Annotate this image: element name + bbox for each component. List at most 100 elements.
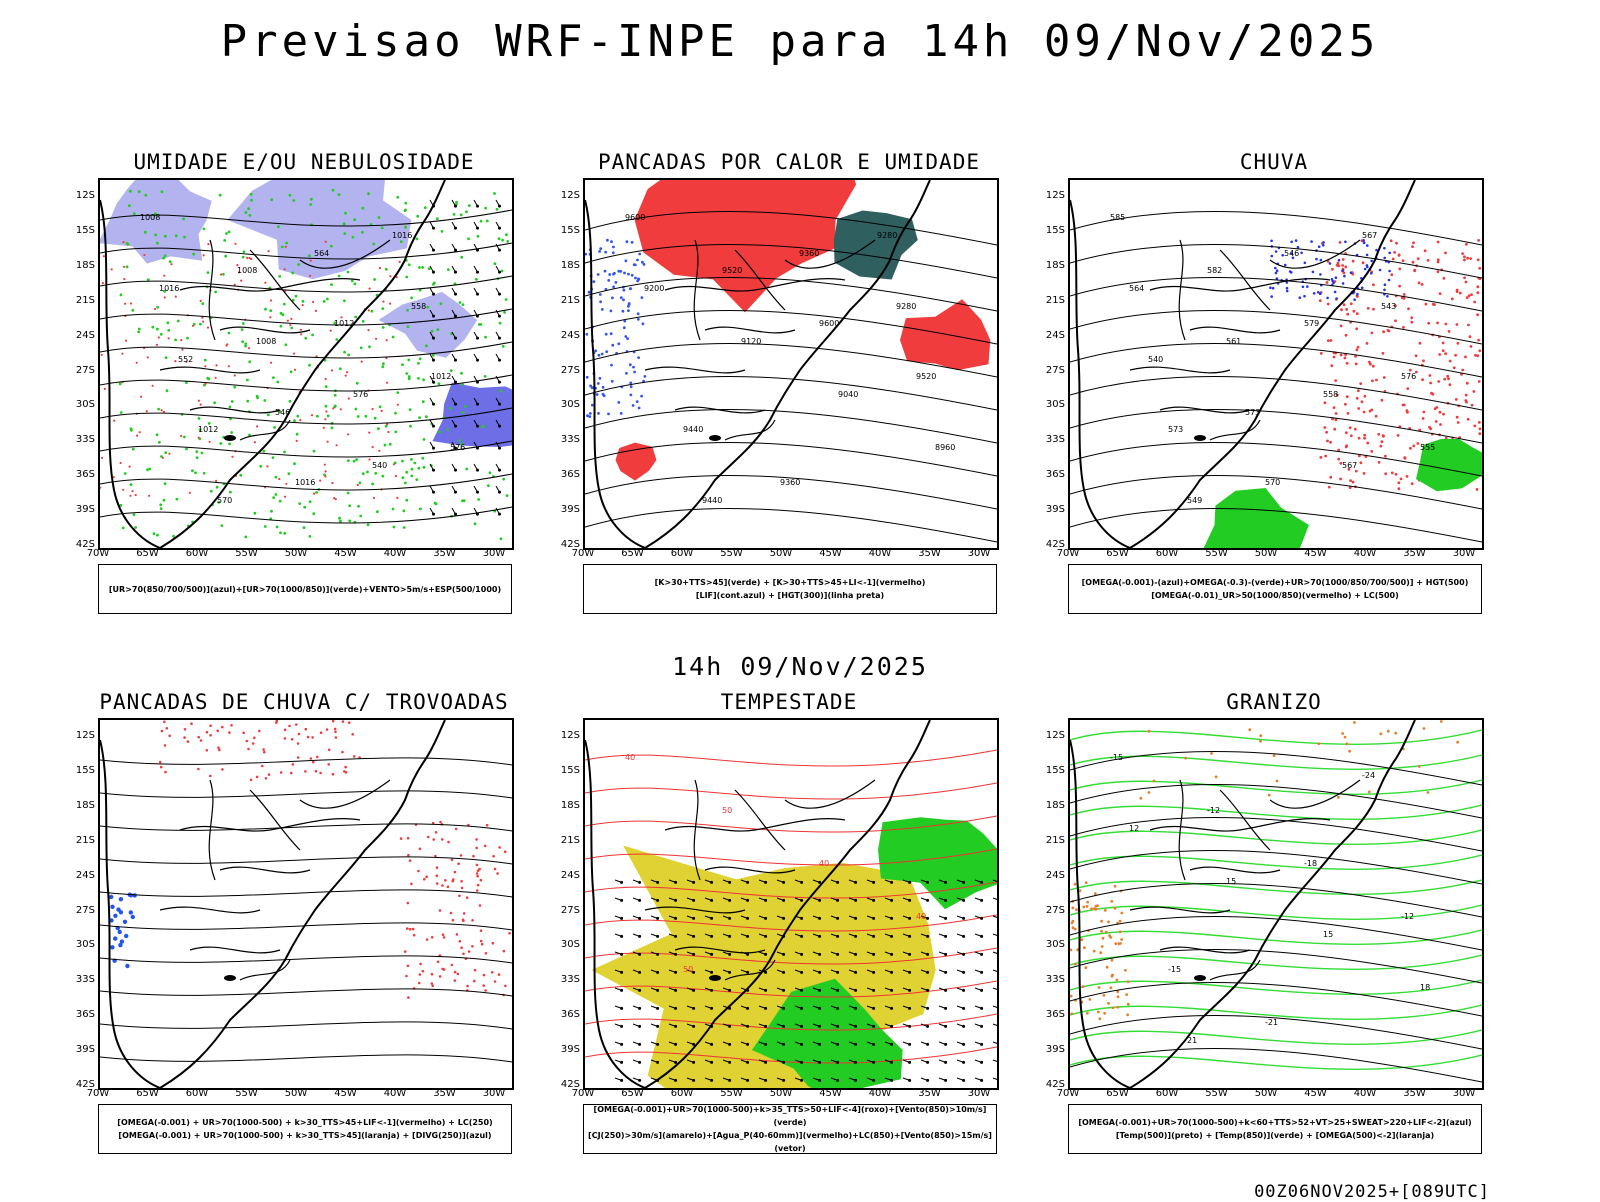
contour-label: 1012 [198,425,218,434]
lat-label: 36S [560,1009,580,1021]
map-chuva: 585 582 579 576 573 570 567 564 561 558 555 549 546 5… [1068,178,1484,550]
lagoon-marks [224,975,236,981]
lat-label: 18S [75,259,95,271]
wind-field [751,978,903,1088]
lon-label: 55W [720,1088,743,1099]
panel-legend: [UR>70(850/700/500)](azul)+[UR>70(1000/8… [98,564,512,614]
lon-label: 30W [1452,548,1476,559]
legend-line: [UR>70(850/700/500)](azul)+[UR>70(1000/8… [108,584,502,594]
omega-speckle [1269,239,1391,301]
temp850-contours [1070,729,1482,1070]
coastline [585,720,931,1088]
contour-label: 9520 [722,266,742,275]
lat-label: 30S [1045,399,1065,411]
contour-label: 573 [1245,408,1260,417]
contour-label: 561 [1226,337,1241,346]
storm-speckle [399,820,511,999]
contour-label: 570 [1265,478,1280,487]
lat-label: 18S [560,259,580,271]
legend-line: [CJ(250)>30m/s](amarelo)+[Agua_P(40-60mm… [588,1131,992,1153]
lat-label: 36S [1045,1009,1065,1021]
lon-label: 70W [1056,548,1080,559]
lon-label: 45W [819,548,842,559]
contour-labels: 1008 1008 1012 1012 1012 1016 1016 1016 1008 576 5… [140,213,465,505]
contour-label: 50 [683,965,693,974]
lon-label: 55W [1205,1088,1228,1099]
lat-label: 24S [75,329,95,341]
lat-label: 24S [75,869,95,881]
lon-label: 60W [185,548,209,559]
contour-label: -24 [1362,771,1375,780]
panel-legend: [OMEGA(-0.001)+UR>70(1000-500)+k>35_TTS>… [583,1104,997,1154]
panel-title: TEMPESTADE [720,690,858,714]
cloud-field [378,291,478,358]
lon-label: 60W [670,1088,694,1099]
contour-label: 567 [1362,231,1377,240]
contour-label: -15 [1110,753,1123,762]
lon-label: 65W [1106,548,1129,559]
panel-legend: [OMEGA(-0.001)+UR>70(1000-500)+k<60+TTS>… [1068,1104,1482,1154]
map-pancadas-trovoadas [98,718,514,1090]
panel-tempestade: TEMPESTADE 40 50 40 40 50 12S 15S 18S 21S 24S 27S 30… [561,690,1080,1170]
contour-label: 15 [1226,877,1236,886]
lat-label: 15S [75,764,95,776]
contour-label: 21 [1187,1036,1197,1045]
legend-line: [OMEGA(-0.001)+UR>70(1000-500)+k>35_TTS>… [593,1105,987,1127]
lat-label: 39S [560,504,580,516]
lon-label: 70W [571,1088,595,1099]
legend-line: [OMEGA(-0.001) + UR>70(1000-500) + k>30_… [117,1118,493,1127]
lat-label: 24S [560,329,580,341]
lat-label: 42S [560,539,580,550]
lon-label: 55W [235,1088,258,1099]
contour-label: 1016 [159,284,179,293]
lon-label: 55W [235,548,258,559]
lon-label: 60W [1155,1088,1179,1099]
lat-label: 33S [75,974,95,986]
state-borders [159,779,391,981]
lat-label: 30S [75,939,95,951]
lon-label: 55W [1205,548,1228,559]
lat-label: 27S [560,364,580,376]
coastline [1070,720,1416,1088]
state-borders [159,239,391,441]
lon-label: 40W [868,548,892,559]
lagoon-marks [224,435,236,441]
lat-label: 12S [560,730,580,741]
contour-label: 1012 [334,319,354,328]
lon-label: 50W [1254,1088,1278,1099]
streamlines [585,210,997,543]
lat-label: 18S [560,799,580,811]
lon-label: 35W [433,1088,456,1099]
contour-label: -18 [1304,859,1317,868]
lon-label: 40W [383,1088,407,1099]
state-borders [644,779,876,981]
contour-label: 8960 [935,443,955,452]
lat-label: 15S [560,764,580,776]
map-granizo: -15 -12 -18 -12 -15 -21 -24 12 15 15 18 21 [1068,718,1484,1090]
lon-label: 70W [1056,1088,1080,1099]
page-title: Previsao WRF-INPE para 14h 09/Nov/2025 [220,16,1380,67]
legend-line: [LIF](cont.azul) + [HGT(300)](linha pret… [695,591,885,600]
lon-label: 35W [1403,548,1426,559]
contour-label: 585 [1110,213,1125,222]
lon-label: 60W [670,548,694,559]
lat-label: 39S [75,504,95,516]
contour-label: 1008 [256,337,276,346]
lat-label: 24S [560,869,580,881]
lon-label: 45W [1304,548,1327,559]
state-borders [1129,239,1361,441]
lon-label: 30W [967,1088,991,1099]
contour-label: 1016 [392,231,412,240]
lat-label: 33S [75,434,95,446]
contour-label: 9280 [896,302,916,311]
lat-label: 33S [1045,434,1065,446]
contour-label: 9280 [877,231,897,240]
contour-label: 15 [1323,930,1333,939]
lon-label: 30W [482,1088,506,1099]
lat-label: 42S [1045,1079,1065,1090]
contour-label: 9040 [838,390,858,399]
lagoon-marks [709,435,721,441]
lon-label: 40W [868,1088,892,1099]
contour-label: 9120 [741,337,761,346]
lagoon-marks [1194,435,1206,441]
